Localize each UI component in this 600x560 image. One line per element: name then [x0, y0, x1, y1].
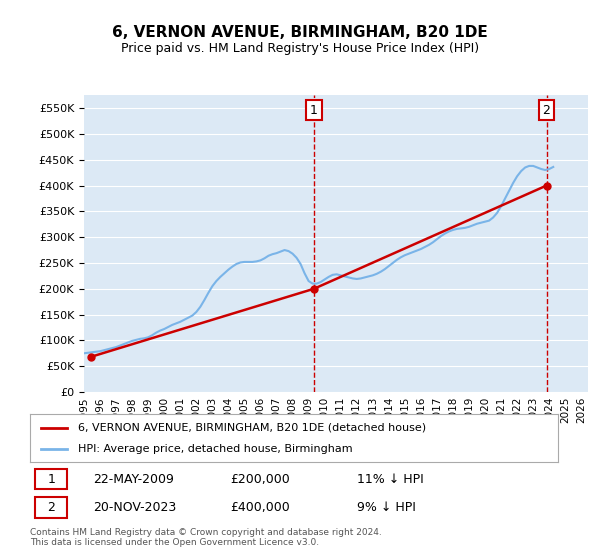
Text: 9% ↓ HPI: 9% ↓ HPI	[358, 501, 416, 514]
Text: 11% ↓ HPI: 11% ↓ HPI	[358, 473, 424, 486]
Text: £200,000: £200,000	[230, 473, 290, 486]
Text: 6, VERNON AVENUE, BIRMINGHAM, B20 1DE: 6, VERNON AVENUE, BIRMINGHAM, B20 1DE	[112, 25, 488, 40]
Text: Contains HM Land Registry data © Crown copyright and database right 2024.
This d: Contains HM Land Registry data © Crown c…	[30, 528, 382, 547]
FancyBboxPatch shape	[35, 497, 67, 517]
Text: 2: 2	[47, 501, 55, 514]
FancyBboxPatch shape	[35, 469, 67, 489]
Text: 6, VERNON AVENUE, BIRMINGHAM, B20 1DE (detached house): 6, VERNON AVENUE, BIRMINGHAM, B20 1DE (d…	[77, 423, 425, 433]
Text: 22-MAY-2009: 22-MAY-2009	[94, 473, 174, 486]
Text: 20-NOV-2023: 20-NOV-2023	[94, 501, 176, 514]
Text: £400,000: £400,000	[230, 501, 290, 514]
Text: Price paid vs. HM Land Registry's House Price Index (HPI): Price paid vs. HM Land Registry's House …	[121, 42, 479, 55]
Text: 2: 2	[542, 104, 550, 116]
Text: 1: 1	[47, 473, 55, 486]
Text: 1: 1	[310, 104, 318, 116]
Text: HPI: Average price, detached house, Birmingham: HPI: Average price, detached house, Birm…	[77, 444, 352, 454]
